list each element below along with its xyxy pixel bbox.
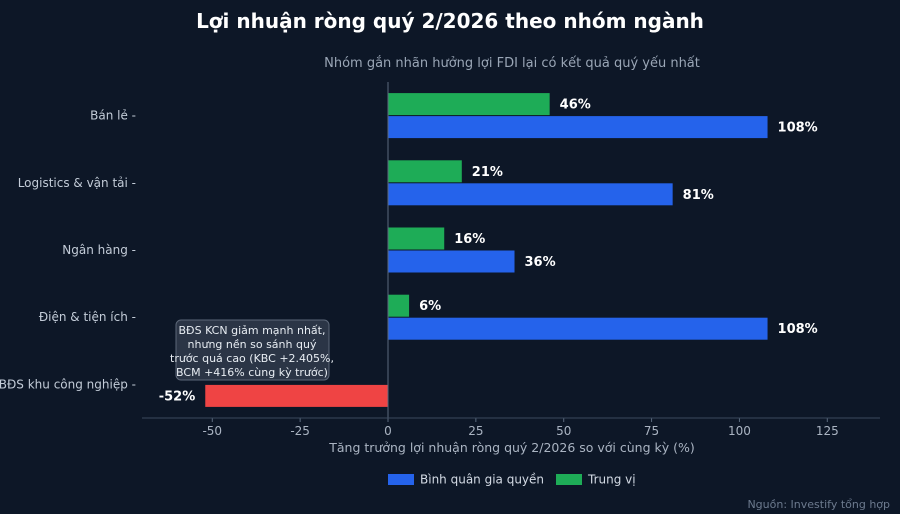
data-label: 6% (419, 299, 441, 314)
category-label: Điện & tiện ích - (39, 310, 136, 324)
x-tick-label: 125 (816, 424, 839, 438)
x-tick-label: 100 (728, 424, 751, 438)
data-labels: 108% 46% 81% 21% 36% 16% 108% 6% -52% (159, 98, 818, 405)
bar-weighted (388, 116, 768, 139)
bar-median (388, 160, 462, 183)
category-label: Bán lẻ - (90, 109, 136, 123)
data-label: 21% (472, 165, 503, 180)
chart-subtitle: Nhóm gắn nhãn hưởng lợi FDI lại có kết q… (324, 56, 700, 71)
bar-median (388, 227, 445, 250)
bars-group (205, 93, 768, 407)
legend-label-weighted: Bình quân gia quyền (420, 473, 544, 487)
x-tick-label: 25 (468, 424, 483, 438)
annotation-box (175, 319, 330, 381)
bar-weighted (205, 384, 388, 407)
x-tick-label: -50 (202, 424, 222, 438)
data-label: 36% (525, 255, 556, 270)
x-tick-label: -25 (290, 424, 310, 438)
annotation-line-2: nhưng nền so sánh quý (188, 338, 317, 351)
chart-title: Lợi nhuận ròng quý 2/2026 theo nhóm ngàn… (196, 9, 704, 33)
x-tick-label: 75 (644, 424, 659, 438)
legend: Bình quân gia quyền Trung vị (388, 473, 636, 487)
category-label: Logistics & vận tải - (18, 176, 136, 190)
data-label: 16% (454, 232, 485, 247)
annotation-line-3: trước quá cao (KBC +2.405%, (170, 352, 334, 365)
legend-swatch-weighted (388, 474, 414, 485)
annotation-line-4: BCM +416% cùng kỳ trước) (176, 366, 328, 379)
legend-label-median: Trung vị (587, 473, 636, 487)
bar-weighted (388, 250, 515, 273)
category-label: Ngân hàng - (62, 243, 136, 257)
data-label: -52% (159, 389, 196, 404)
data-label: 108% (778, 322, 818, 337)
x-tick-label: 50 (556, 424, 571, 438)
source-note: Nguồn: Investify tổng hợp (747, 498, 890, 511)
data-label: 108% (778, 121, 818, 136)
bar-weighted (388, 183, 673, 206)
category-labels: Bán lẻ - Logistics & vận tải - Ngân hàng -… (0, 109, 136, 392)
annotation-line-1: BĐS KCN giảm mạnh nhất, (179, 324, 326, 337)
bar-median (388, 93, 550, 116)
x-axis-ticks: -50 -25 0 25 50 75 100 125 (202, 418, 839, 438)
bar-weighted (388, 317, 768, 340)
category-label: BĐS khu công nghiệp - (0, 377, 136, 391)
data-label: 81% (683, 188, 714, 203)
annotation-callout: BĐS KCN giảm mạnh nhất, nhưng nền so sán… (170, 319, 334, 381)
x-tick-label: 0 (384, 424, 392, 438)
x-axis-title: Tăng trưởng lợi nhuận ròng quý 2/2026 so… (328, 440, 694, 455)
legend-swatch-median (556, 474, 582, 485)
data-label: 46% (560, 98, 591, 113)
bar-median (388, 294, 410, 317)
